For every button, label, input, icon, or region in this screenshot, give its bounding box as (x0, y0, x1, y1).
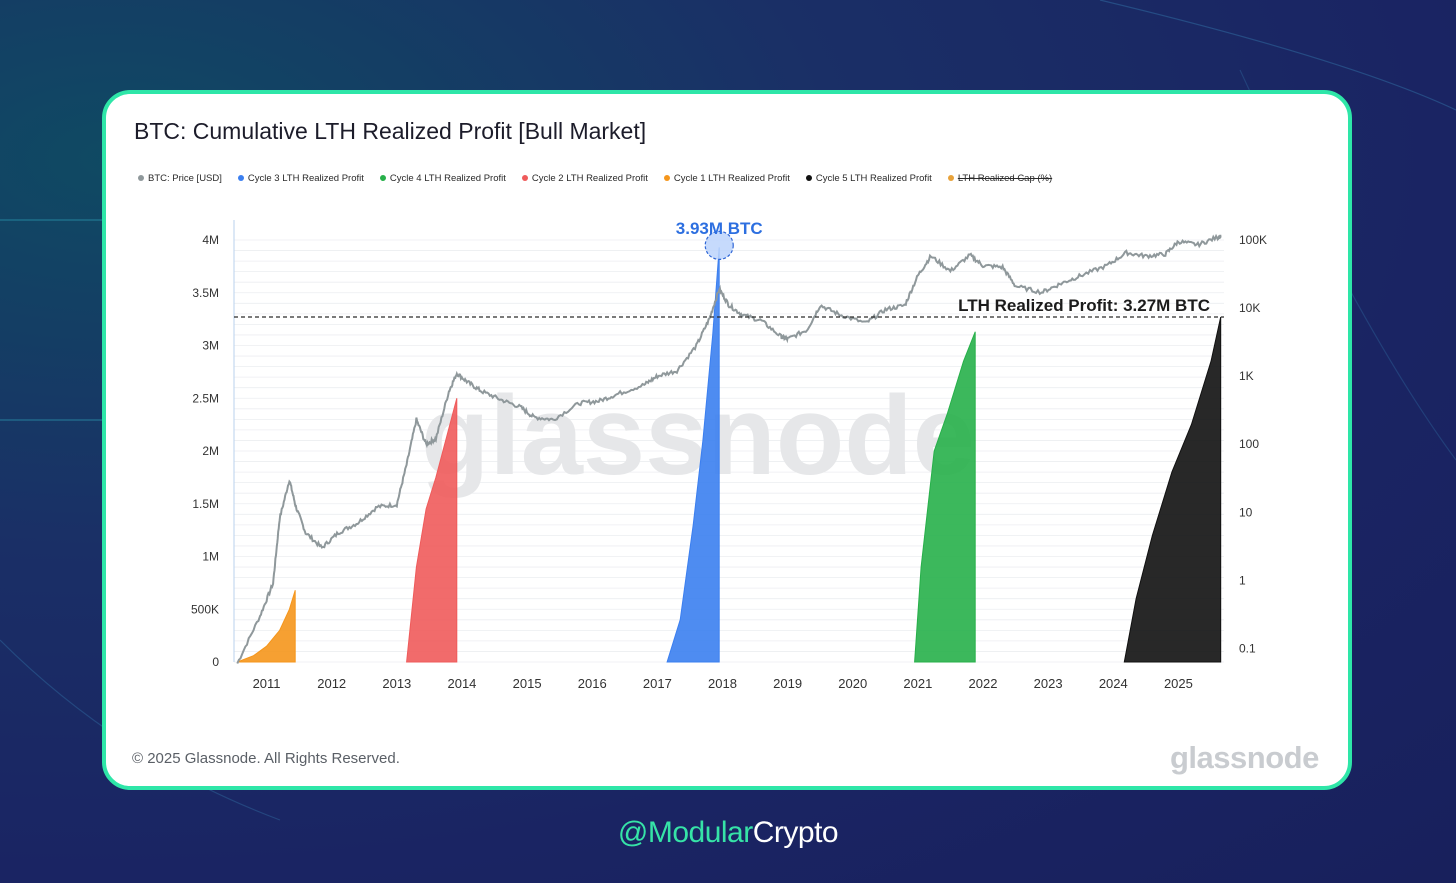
y-left-tick-label: 4M (202, 233, 219, 247)
x-tick-label: 2019 (773, 676, 802, 691)
author-handle[interactable]: @ModularCrypto (0, 816, 1456, 850)
y-left-tick-label: 1.5M (192, 497, 219, 511)
legend-dot-icon (663, 175, 670, 181)
peak-label: 3.93M BTC (676, 219, 763, 238)
x-tick-label: 2024 (1099, 676, 1128, 691)
axes: 0 500K 1M 1.5M 2M 2.5M 3M 3.5M 4M 0.1 1 10 100 1K 10K 1… (191, 233, 1267, 691)
x-tick-label: 2014 (447, 676, 476, 691)
x-tick-label: 2013 (382, 676, 411, 691)
price-series (236, 233, 1222, 664)
y-right-tick-label: 1K (1239, 369, 1254, 383)
x-tick-label: 2021 (903, 676, 932, 691)
legend-dot-icon (379, 175, 386, 181)
price-line (236, 233, 1222, 664)
legend-label: Cycle 1 LTH Realized Profit (673, 172, 790, 184)
legend-item[interactable]: LTH Realized Cap (%) (947, 170, 1053, 186)
handle-part-2: Crypto (752, 816, 839, 849)
y-left-tick-label: 0 (212, 655, 219, 669)
y-right-tick-label: 0.1 (1239, 641, 1256, 655)
legend-dot-icon (805, 175, 812, 181)
legend-dot-icon (138, 175, 144, 181)
profit-areas (237, 247, 1222, 663)
y-right-tick-label: 100K (1239, 233, 1267, 247)
y-right-tick-label: 1 (1239, 573, 1246, 587)
legend-item[interactable]: Cycle 5 LTH Realized Profit (805, 170, 932, 186)
chart-svg: glassnode 0 500K 1M 1.5M 2M 2.5M 3M 3.5M 4M 0.1 1 1… (191, 219, 1267, 691)
legend-item[interactable]: Cycle 1 LTH Realized Profit (663, 170, 790, 186)
x-tick-label: 2018 (708, 676, 737, 691)
x-tick-label: 2023 (1034, 676, 1063, 691)
legend-dot-icon (237, 175, 244, 181)
area-series-2 (666, 247, 720, 663)
chart-card: BTC: Cumulative LTH Realized Profit [Bul… (102, 90, 1352, 790)
y-left-tick-label: 2M (202, 444, 219, 458)
x-tick-label: 2011 (253, 676, 281, 691)
x-tick-label: 2025 (1164, 676, 1193, 691)
legend-dot-icon (521, 175, 528, 181)
legend-item[interactable]: Cycle 4 LTH Realized Profit (379, 170, 506, 186)
legend-item[interactable]: BTC: Price [USD] (138, 170, 222, 186)
legend-label: Cycle 5 LTH Realized Profit (815, 172, 932, 184)
copyright: © 2025 Glassnode. All Rights Reserved. (132, 750, 400, 767)
x-tick-label: 2016 (578, 676, 607, 691)
current-profit-label: LTH Realized Profit: 3.27M BTC (958, 296, 1210, 315)
legend-label: Cycle 2 LTH Realized Profit (531, 172, 648, 184)
chart-title: BTC: Cumulative LTH Realized Profit [Bul… (134, 118, 647, 144)
x-tick-label: 2015 (513, 676, 542, 691)
legend-dot-icon (947, 175, 954, 181)
area-series-1 (406, 398, 458, 663)
handle-part-1: @Modular (617, 816, 753, 849)
y-left-tick-label: 3M (202, 339, 219, 353)
area-series-4 (1123, 316, 1222, 663)
area-series-3 (914, 331, 976, 663)
legend-label: BTC: Price [USD] (148, 172, 222, 184)
y-left-tick-label: 1M (202, 550, 219, 564)
legend-item[interactable]: Cycle 3 LTH Realized Profit (237, 170, 364, 186)
grid (233, 220, 1224, 663)
y-left-tick-label: 2.5M (192, 391, 219, 405)
legend-item[interactable]: Cycle 2 LTH Realized Profit (521, 170, 648, 186)
x-tick-label: 2017 (643, 676, 672, 691)
y-left-tick-label: 3.5M (192, 286, 219, 300)
area-series-0 (237, 590, 296, 663)
chart-legend: BTC: Price [USD] Cycle 3 LTH Realized Pro… (138, 170, 1068, 186)
glassnode-logo: glassnode (1170, 740, 1319, 775)
legend-label: LTH Realized Cap (%) (957, 172, 1053, 184)
watermark: glassnode (421, 373, 975, 498)
y-right-tick-label: 10 (1239, 505, 1253, 519)
legend-label: Cycle 3 LTH Realized Profit (247, 172, 364, 184)
y-right-tick-label: 100 (1239, 437, 1259, 451)
y-left-tick-label: 500K (191, 602, 219, 616)
peak-marker (704, 230, 734, 260)
x-tick-label: 2020 (838, 676, 867, 691)
y-right-tick-label: 10K (1239, 301, 1260, 315)
x-tick-label: 2022 (969, 676, 998, 691)
legend-label: Cycle 4 LTH Realized Profit (389, 172, 506, 184)
x-tick-label: 2012 (317, 676, 346, 691)
